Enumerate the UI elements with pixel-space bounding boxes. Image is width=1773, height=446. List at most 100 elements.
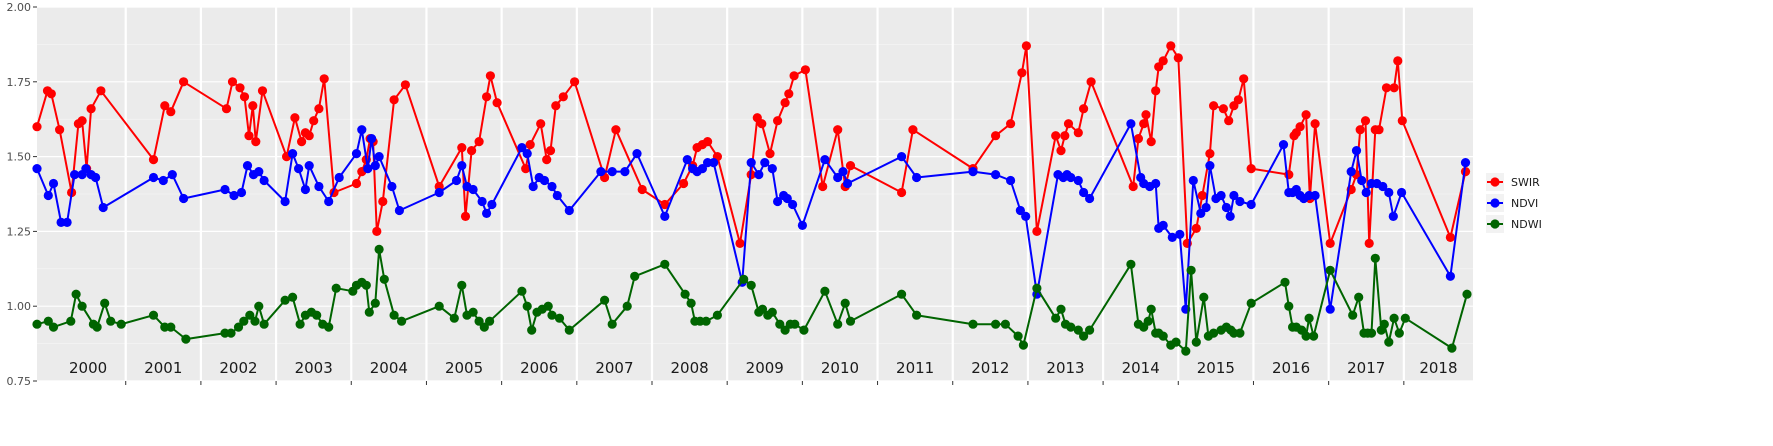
ndvi-point xyxy=(374,152,384,162)
ndwi-point xyxy=(181,334,191,344)
ndvi-point xyxy=(48,178,59,189)
legend: SWIR NDVI NDWI xyxy=(1486,173,1542,233)
swir-point xyxy=(1209,101,1219,111)
swir-point xyxy=(227,77,238,87)
swir-point xyxy=(460,211,471,221)
y-tick-label: 0.75 xyxy=(7,375,32,388)
ndwi-point xyxy=(527,325,537,335)
swir-point xyxy=(1224,116,1234,126)
swir-point xyxy=(290,113,300,123)
swir-point xyxy=(248,101,258,111)
ndvi-point xyxy=(1325,304,1335,314)
ndvi-point xyxy=(294,164,304,174)
ndvi-legend-label: NDVI xyxy=(1511,197,1538,210)
swir-point xyxy=(611,125,621,135)
ndwi-point xyxy=(370,298,380,308)
ndwi-point xyxy=(449,313,459,323)
ndwi-point xyxy=(820,286,830,296)
ndwi-point xyxy=(106,316,116,326)
swir-point xyxy=(1060,131,1070,141)
year-label: 2002 xyxy=(219,359,257,377)
ndvi-point xyxy=(1384,187,1394,198)
swir-point xyxy=(1051,131,1061,141)
swir-point xyxy=(1445,232,1455,242)
ndvi-point xyxy=(91,172,101,183)
ndwi-point xyxy=(245,310,255,320)
year-label: 2017 xyxy=(1347,359,1385,377)
ndvi-point xyxy=(1229,190,1239,201)
ndwi-point xyxy=(92,322,102,332)
swir-point xyxy=(789,71,799,81)
ndvi-point xyxy=(1351,146,1362,156)
ndvi-point xyxy=(334,172,344,183)
ndvi-point xyxy=(179,193,189,204)
ndvi-point xyxy=(1175,229,1185,239)
swir-point xyxy=(257,86,268,96)
ndwi-point xyxy=(71,289,81,299)
ndwi-point xyxy=(1143,316,1153,326)
ndvi-point xyxy=(522,149,532,159)
ndwi-point xyxy=(1085,325,1095,335)
ndwi-point xyxy=(757,304,768,314)
ndwi-point xyxy=(912,310,922,320)
swir-point xyxy=(1166,41,1176,51)
ndwi-point xyxy=(1400,313,1410,323)
swir-point xyxy=(32,122,42,132)
ndwi-point xyxy=(1235,328,1245,338)
swir-point xyxy=(297,137,307,147)
swir-legend-point xyxy=(1490,177,1500,187)
ndwi-point xyxy=(1191,337,1201,347)
swir-point xyxy=(1218,104,1228,114)
swir-point xyxy=(46,89,56,99)
year-label: 2004 xyxy=(370,359,408,377)
ndwi-point xyxy=(790,319,800,329)
ndwi-point xyxy=(1462,289,1472,299)
ndvi-point xyxy=(1378,181,1388,192)
ndwi-point xyxy=(479,322,489,332)
ndwi-point xyxy=(686,298,696,308)
ndvi-point xyxy=(482,208,492,218)
ndvi-point xyxy=(760,158,770,168)
swir-point xyxy=(309,116,319,126)
ndvi-point xyxy=(1021,211,1031,221)
ndvi-point xyxy=(620,167,630,177)
ndwi-legend-point xyxy=(1490,219,1500,229)
ndwi-point xyxy=(259,319,269,329)
ndvi-point xyxy=(842,178,853,189)
ndvi-point xyxy=(788,199,798,210)
year-label: 2014 xyxy=(1122,359,1160,377)
swir-point xyxy=(735,238,745,248)
ndvi-point xyxy=(1357,175,1367,186)
ndwi-point xyxy=(331,283,341,293)
swir-point xyxy=(1355,125,1365,135)
ndwi-point xyxy=(1209,328,1219,338)
ndvi-point xyxy=(607,167,617,177)
ndwi-point xyxy=(1066,322,1076,332)
swir-point xyxy=(1233,95,1243,105)
swir-point xyxy=(400,80,410,90)
swir-point xyxy=(1128,181,1138,192)
ndvi-point xyxy=(81,164,91,174)
swir-point xyxy=(96,86,106,96)
ndwi-point xyxy=(457,280,467,290)
ndwi-point xyxy=(1056,304,1066,314)
swir-point xyxy=(551,101,561,111)
ndwi-point xyxy=(77,301,87,311)
year-label: 2003 xyxy=(295,359,333,377)
ndwi-point xyxy=(1447,343,1457,353)
ndvi-point xyxy=(912,172,922,183)
swir-point xyxy=(800,65,811,75)
ndwi-point xyxy=(991,319,1001,329)
year-label: 2012 xyxy=(971,359,1009,377)
ndvi-point xyxy=(709,158,719,168)
swir-point xyxy=(1364,238,1374,248)
swir-point xyxy=(160,101,170,111)
ndvi-point xyxy=(1278,140,1289,150)
ndvi-point xyxy=(1085,193,1095,204)
ndvi-point xyxy=(304,161,314,171)
ndwi-point xyxy=(660,259,670,269)
ndvi-point xyxy=(387,181,397,192)
ndvi-point xyxy=(1079,187,1089,198)
